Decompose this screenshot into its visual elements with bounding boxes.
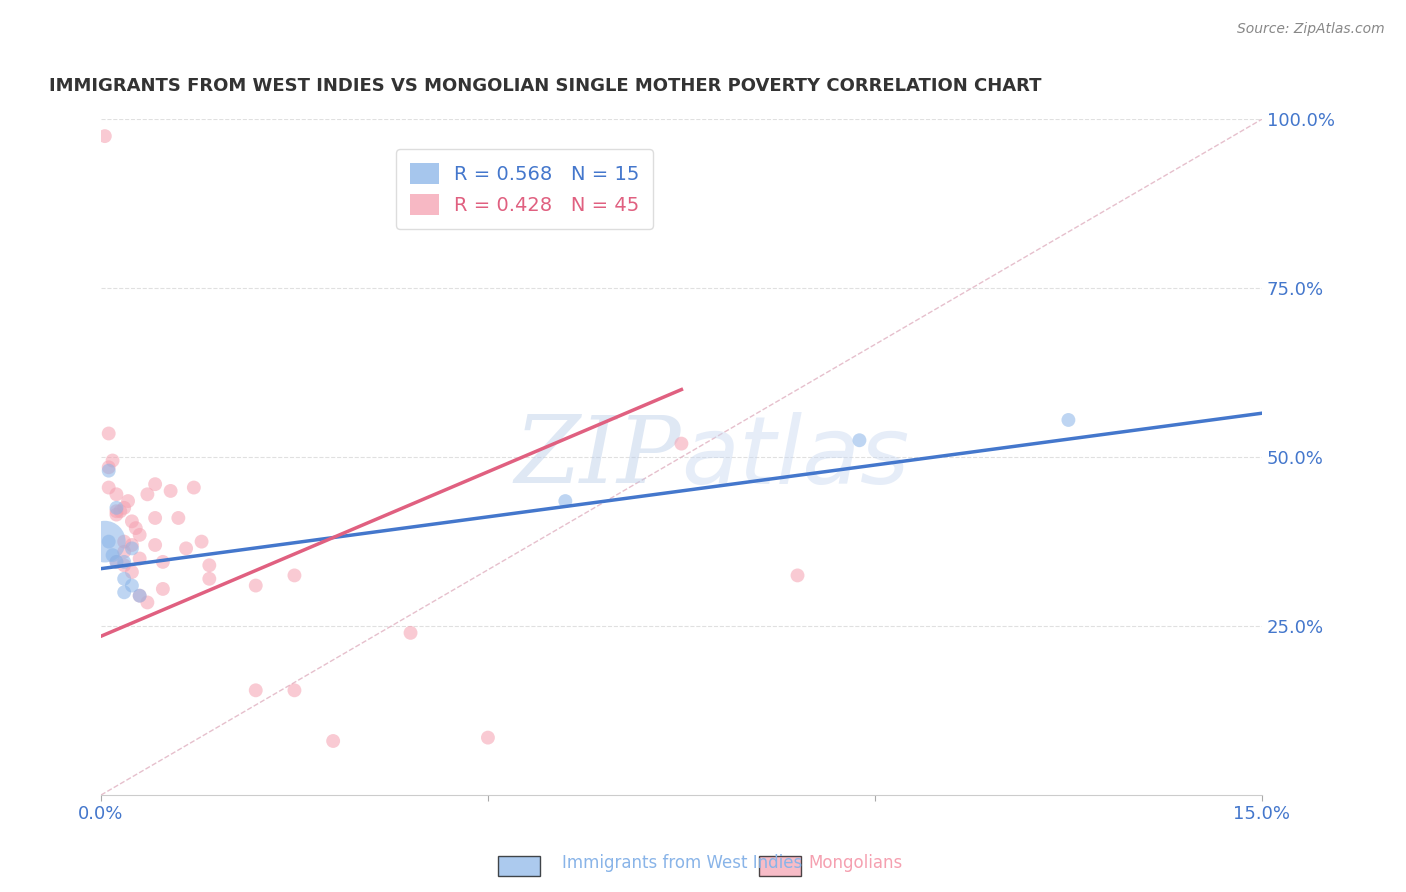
Point (117, 494, 139, 508)
Point (143, 538, 166, 552)
Point (128, 589, 150, 603)
Point (105, 555, 128, 569)
Point (283, 568, 305, 582)
Text: atlas: atlas (682, 411, 910, 502)
Point (399, 625, 422, 640)
Point (112, 585, 135, 599)
Point (112, 558, 135, 573)
Point (152, 582, 174, 596)
Point (167, 511, 190, 525)
Point (112, 534, 135, 549)
Point (245, 578, 267, 592)
Point (105, 487, 128, 501)
Point (152, 555, 174, 569)
Text: ZIP: ZIP (515, 412, 682, 502)
Point (97, 460, 120, 475)
Point (786, 568, 808, 582)
Point (112, 500, 135, 515)
Point (848, 434, 870, 448)
Point (477, 731, 499, 745)
Point (97, 426, 120, 441)
Point (174, 541, 197, 556)
Point (105, 504, 128, 518)
Point (554, 494, 576, 508)
Point (128, 528, 150, 542)
Point (136, 595, 159, 609)
Point (94, 534, 117, 549)
Point (110, 504, 132, 518)
Point (322, 734, 344, 748)
Point (97, 534, 120, 549)
Point (198, 558, 221, 573)
Point (183, 481, 205, 495)
Point (283, 683, 305, 698)
Point (101, 548, 124, 562)
Point (128, 551, 150, 566)
Point (159, 483, 181, 498)
Text: Mongolians: Mongolians (808, 855, 903, 872)
Text: IMMIGRANTS FROM WEST INDIES VS MONGOLIAN SINGLE MOTHER POVERTY CORRELATION CHART: IMMIGRANTS FROM WEST INDIES VS MONGOLIAN… (49, 78, 1042, 95)
Point (198, 572, 221, 586)
Point (128, 589, 150, 603)
Point (143, 477, 166, 491)
Point (121, 565, 143, 579)
Point (121, 514, 143, 528)
Point (97, 464, 120, 478)
Legend: R = 0.568   N = 15, R = 0.428   N = 45: R = 0.568 N = 15, R = 0.428 N = 45 (396, 149, 654, 228)
Point (1057, 413, 1080, 427)
Text: Source: ZipAtlas.com: Source: ZipAtlas.com (1237, 22, 1385, 37)
Point (121, 578, 143, 592)
Point (94, 129, 117, 144)
Point (112, 555, 135, 569)
Point (121, 538, 143, 552)
Point (671, 436, 693, 450)
Point (136, 487, 159, 501)
Point (105, 508, 128, 522)
Point (101, 453, 124, 467)
Point (190, 534, 212, 549)
Point (112, 572, 135, 586)
Point (125, 521, 148, 535)
Point (245, 683, 267, 698)
Text: Immigrants from West Indies: Immigrants from West Indies (562, 855, 803, 872)
Point (112, 545, 135, 559)
Point (105, 500, 128, 515)
Y-axis label: Single Mother Poverty: Single Mother Poverty (0, 366, 8, 549)
Point (121, 541, 143, 556)
Point (143, 511, 166, 525)
Point (105, 555, 128, 569)
Point (97, 481, 120, 495)
